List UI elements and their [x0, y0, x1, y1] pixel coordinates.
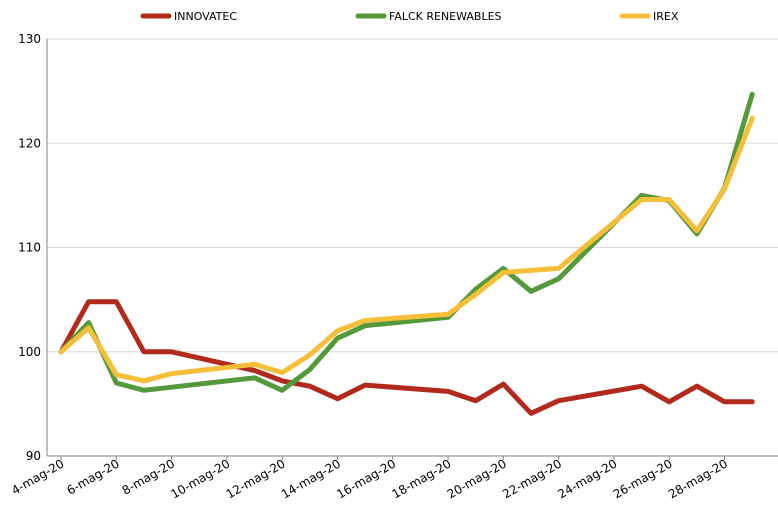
y-tick-label: 130	[18, 32, 41, 46]
x-tick-label: 26-mag-20	[611, 456, 675, 501]
x-tick-label: 20-mag-20	[445, 456, 509, 501]
legend-item: INNOVATEC	[140, 10, 237, 23]
x-tick-label: 28-mag-20	[666, 456, 730, 501]
x-tick-label: 14-mag-20	[279, 456, 343, 501]
series-line-irex	[58, 115, 755, 384]
y-tick-label: 110	[18, 241, 41, 255]
legend-label: IREX	[653, 10, 679, 23]
y-tick-label: 120	[18, 136, 41, 150]
series-line-falck-renewables	[58, 91, 755, 393]
legend-label: FALCK RENEWABLES	[389, 10, 502, 23]
x-tick-label: 12-mag-20	[224, 456, 288, 501]
x-tick-label: 10-mag-20	[168, 456, 232, 501]
y-tick-label: 100	[18, 345, 41, 359]
x-tick-label: 18-mag-20	[390, 456, 454, 501]
x-tick-label: 6-mag-20	[64, 456, 121, 497]
legend-label: INNOVATEC	[174, 10, 237, 23]
axes	[46, 39, 778, 457]
x-tick-label: 24-mag-20	[555, 456, 619, 501]
y-axis-ticks: 90 100 110 120 130	[18, 32, 41, 463]
series-lines	[58, 91, 755, 416]
x-tick-label: 16-mag-20	[334, 456, 398, 501]
gridlines	[47, 38, 778, 353]
series-line-innovatec	[58, 299, 755, 416]
legend: INNOVATEC FALCK RENEWABLES IREX	[140, 10, 679, 23]
y-tick-label: 90	[26, 449, 41, 463]
x-tick-label: 22-mag-20	[500, 456, 564, 501]
x-axis-ticks: 4-mag-206-mag-208-mag-2010-mag-2012-mag-…	[9, 456, 730, 502]
legend-item: IREX	[619, 10, 679, 23]
legend-item: FALCK RENEWABLES	[355, 10, 502, 23]
